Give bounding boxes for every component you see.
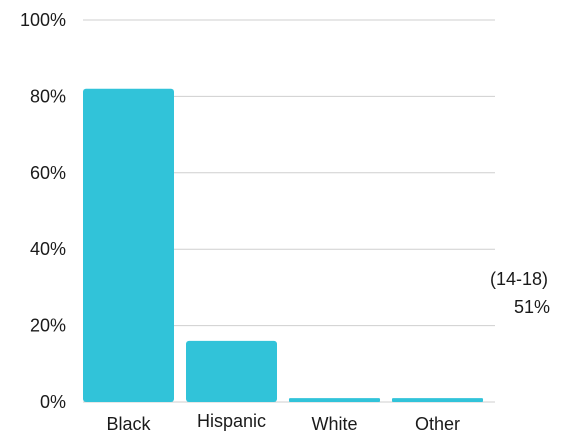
y-tick-label: 40%: [30, 239, 66, 259]
bar-white: [289, 398, 380, 402]
bar-other: [392, 398, 483, 402]
x-tick-label: White: [311, 414, 357, 434]
y-axis-tick-labels: 0% 20% 40% 60% 80% 100%: [20, 10, 66, 412]
y-tick-label: 100%: [20, 10, 66, 30]
bars: [83, 88, 483, 402]
side-note-range: (14-18): [490, 269, 548, 289]
x-axis-tick-labels: Black Hispanic White Other: [106, 411, 460, 434]
y-tick-label: 20%: [30, 316, 66, 336]
x-tick-label: Other: [415, 414, 460, 434]
x-tick-label: Hispanic: [197, 411, 266, 431]
side-note-percent: 51%: [514, 297, 550, 317]
x-tick-label: Black: [106, 414, 151, 434]
bar-black: [83, 88, 174, 402]
bar-hispanic: [186, 340, 277, 402]
y-tick-label: 0%: [40, 392, 66, 412]
y-tick-label: 60%: [30, 163, 66, 183]
y-tick-label: 80%: [30, 86, 66, 106]
